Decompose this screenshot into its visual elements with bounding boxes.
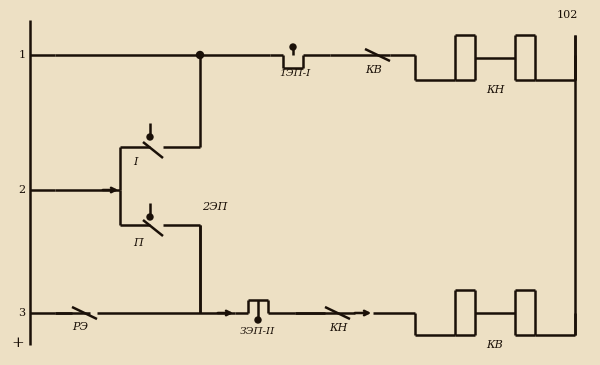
Circle shape [255, 317, 261, 323]
Text: РЭ: РЭ [72, 322, 88, 332]
Circle shape [290, 44, 296, 50]
Circle shape [197, 51, 203, 58]
Text: +: + [11, 336, 25, 350]
Text: I: I [133, 157, 137, 167]
Text: 102: 102 [557, 10, 578, 20]
Text: КН: КН [329, 323, 347, 333]
Text: 3: 3 [19, 308, 26, 318]
Circle shape [147, 214, 153, 220]
Text: КВ: КВ [365, 65, 382, 75]
Text: 2ЭП: 2ЭП [202, 202, 227, 212]
Text: 1ЭП-I: 1ЭП-I [280, 69, 311, 77]
Text: КН: КН [486, 85, 504, 95]
Circle shape [147, 134, 153, 140]
Text: П: П [133, 238, 143, 248]
Text: КВ: КВ [487, 340, 503, 350]
Text: ЗЭП-II: ЗЭП-II [241, 327, 275, 335]
Text: 1: 1 [19, 50, 26, 60]
Text: 2: 2 [19, 185, 26, 195]
